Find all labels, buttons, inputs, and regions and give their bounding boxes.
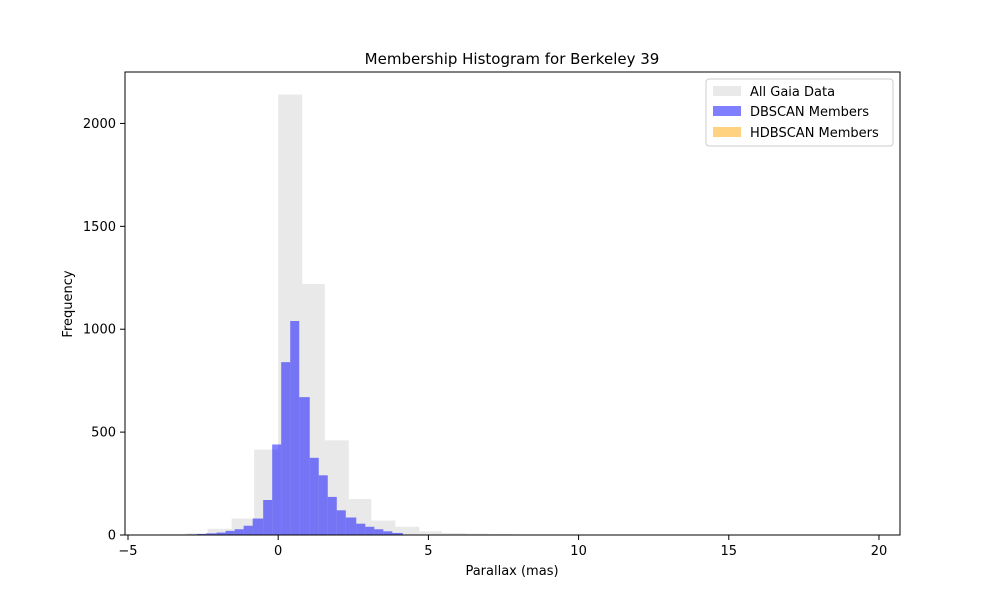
- bar-dbscan-members: [299, 397, 310, 535]
- bar-all-gaia-data: [488, 533, 513, 535]
- x-tick-label: 20: [871, 544, 888, 559]
- legend-label-all-gaia-data: All Gaia Data: [750, 85, 835, 100]
- y-tick-label: 500: [91, 426, 116, 441]
- bar-dbscan-members: [225, 530, 235, 535]
- legend-label-dbscan-members: DBSCAN Members: [750, 105, 869, 120]
- bar-dbscan-members: [252, 518, 264, 535]
- legend-label-hdbscan-members: HDBSCAN Members: [750, 126, 879, 141]
- bar-dbscan-members: [234, 529, 244, 535]
- legend-swatch-hdbscan-members: [713, 127, 741, 137]
- x-tick-label: −5: [118, 544, 137, 559]
- x-axis-label: Parallax (mas): [465, 564, 558, 579]
- bar-dbscan-members: [318, 475, 328, 535]
- y-tick-label: 1000: [83, 323, 116, 338]
- bar-dbscan-members: [365, 526, 375, 535]
- x-tick-label: 5: [424, 544, 432, 559]
- bar-dbscan-members: [345, 517, 357, 535]
- bar-dbscan-members: [356, 523, 366, 535]
- bar-dbscan-members: [309, 457, 319, 535]
- plot-frame: [124, 71, 901, 536]
- bar-dbscan-members: [197, 533, 207, 535]
- x-tick-label: 0: [274, 544, 282, 559]
- x-tick-label: 15: [721, 544, 738, 559]
- bar-dbscan-members: [206, 533, 217, 535]
- bar-dbscan-members: [374, 529, 384, 535]
- y-tick-label: 0: [108, 529, 116, 544]
- bar-dbscan-members: [216, 532, 226, 535]
- y-tick-label: 2000: [83, 117, 116, 132]
- bar-dbscan-members: [290, 320, 300, 535]
- bar-dbscan-members: [336, 510, 346, 535]
- chart-title: Membership Histogram for Berkeley 39: [365, 50, 660, 68]
- bars-dbscan-members: [188, 320, 403, 535]
- bar-all-gaia-data: [395, 526, 420, 535]
- bar-all-gaia-data: [207, 528, 232, 535]
- y-axis-label: Frequency: [61, 270, 76, 337]
- bar-dbscan-members: [392, 532, 403, 535]
- bar-all-gaia-data: [419, 531, 442, 535]
- x-axis-ticks: −5 0 5 10 15 20: [118, 535, 887, 559]
- legend-swatch-dbscan-members: [713, 106, 741, 116]
- bar-all-gaia-data: [441, 532, 466, 535]
- bar-all-gaia-data: [185, 533, 208, 535]
- legend: All Gaia Data DBSCAN Members HDBSCAN Mem…: [705, 78, 894, 147]
- legend-box: [705, 78, 894, 147]
- legend-swatch-all-gaia-data: [713, 86, 741, 96]
- y-tick-label: 1500: [83, 220, 116, 235]
- bar-dbscan-members: [263, 500, 273, 535]
- bar-dbscan-members: [281, 362, 291, 535]
- bar-dbscan-members: [327, 496, 337, 535]
- y-axis-ticks: 0 500 1000 1500 2000: [83, 117, 125, 544]
- bars-all-gaia-data: [137, 94, 864, 535]
- bar-dbscan-members: [243, 525, 253, 535]
- bar-dbscan-members: [272, 444, 282, 535]
- bar-all-gaia-data: [465, 533, 489, 535]
- bar-dbscan-members: [383, 531, 393, 535]
- x-tick-label: 10: [570, 544, 587, 559]
